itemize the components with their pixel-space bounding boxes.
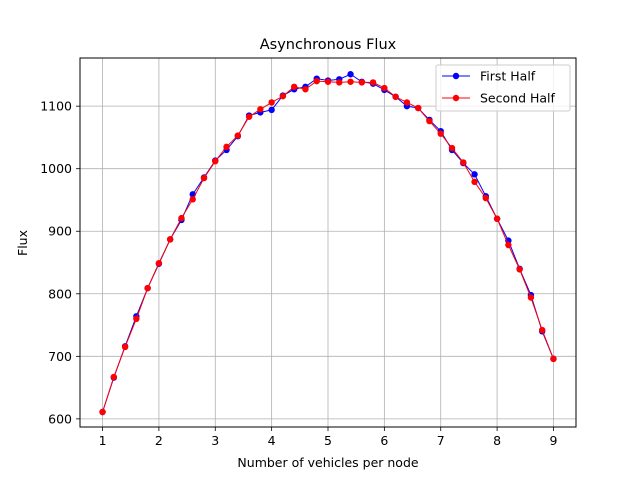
data-point-second-half: [302, 86, 309, 93]
data-point-second-half: [538, 326, 546, 334]
data-point-first-half: [268, 106, 275, 114]
data-point-second-half: [200, 174, 208, 182]
data-point-second-half: [369, 79, 377, 86]
data-point-second-half: [437, 130, 444, 137]
x-tick-label: 9: [549, 433, 557, 448]
data-point-second-half: [448, 144, 456, 152]
x-tick-label: 2: [155, 433, 163, 448]
y-tick-label: 1000: [40, 161, 72, 176]
data-point-second-half: [550, 355, 557, 363]
data-point-second-half: [392, 93, 399, 100]
data-point-second-half: [516, 266, 523, 273]
data-point-second-half: [290, 83, 298, 90]
legend-label-second-half: Second Half: [480, 91, 556, 106]
data-point-second-half: [324, 78, 332, 85]
data-point-second-half: [133, 315, 140, 323]
x-tick-label: 1: [99, 433, 107, 448]
data-point-second-half: [234, 132, 242, 139]
chart-title: Asynchronous Flux: [260, 37, 397, 53]
data-point-second-half: [493, 215, 501, 222]
data-point-second-half: [460, 159, 467, 166]
data-point-second-half: [482, 194, 490, 202]
legend-marker-first-half: [452, 72, 460, 80]
data-point-second-half: [155, 259, 163, 267]
data-point-second-half: [313, 77, 320, 85]
x-tick-label: 5: [324, 433, 332, 448]
y-tick-label: 600: [48, 411, 72, 426]
x-tick-label: 7: [437, 433, 445, 448]
legend-label-first-half: First Half: [480, 69, 536, 84]
y-tick-label: 800: [48, 286, 72, 301]
data-point-second-half: [189, 196, 196, 203]
legend-marker-second-half: [452, 94, 460, 102]
data-point-second-half: [245, 113, 253, 120]
data-point-second-half: [99, 408, 106, 416]
series-second-half: [99, 77, 557, 416]
data-point-second-half: [279, 92, 287, 100]
data-point-second-half: [110, 373, 118, 381]
x-tick-label: 6: [380, 433, 388, 448]
x-tick-label: 3: [211, 433, 219, 448]
x-axis-label: Number of vehicles per node: [237, 455, 418, 470]
x-axis: 1 2 3 4 5 6 7 8 9: [99, 427, 557, 448]
y-tick-label: 700: [48, 349, 72, 364]
data-point-second-half: [257, 106, 264, 113]
data-point-second-half: [471, 178, 478, 186]
y-axis-label: Flux: [15, 230, 30, 256]
data-point-second-half: [426, 117, 433, 125]
data-point-second-half: [505, 241, 512, 249]
data-point-second-half: [121, 343, 129, 351]
data-point-first-half: [347, 71, 354, 78]
data-point-second-half: [268, 99, 275, 106]
legend: First Half Second Half: [435, 64, 571, 112]
series-layer: [99, 71, 557, 416]
data-point-second-half: [381, 84, 388, 92]
data-point-second-half: [358, 79, 366, 86]
y-tick-label: 1100: [40, 99, 72, 114]
data-point-second-half: [144, 284, 151, 292]
data-point-second-half: [178, 214, 185, 222]
x-tick-label: 8: [493, 433, 501, 448]
data-point-second-half: [414, 104, 422, 112]
y-axis: 600 700 800 900 1000 1100: [40, 99, 80, 426]
data-point-second-half: [212, 157, 219, 165]
y-tick-label: 900: [48, 224, 72, 239]
data-point-second-half: [166, 236, 174, 243]
grid-lines: [80, 58, 576, 427]
data-point-second-half: [527, 294, 535, 301]
x-tick-label: 4: [268, 433, 276, 448]
data-point-second-half: [347, 78, 354, 85]
data-point-second-half: [403, 99, 411, 106]
data-point-second-half: [336, 79, 343, 86]
data-point-second-half: [223, 143, 230, 151]
data-point-first-half: [471, 171, 478, 178]
